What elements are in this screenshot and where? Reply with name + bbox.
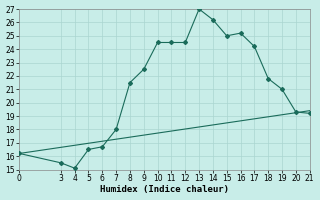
X-axis label: Humidex (Indice chaleur): Humidex (Indice chaleur) bbox=[100, 185, 229, 194]
